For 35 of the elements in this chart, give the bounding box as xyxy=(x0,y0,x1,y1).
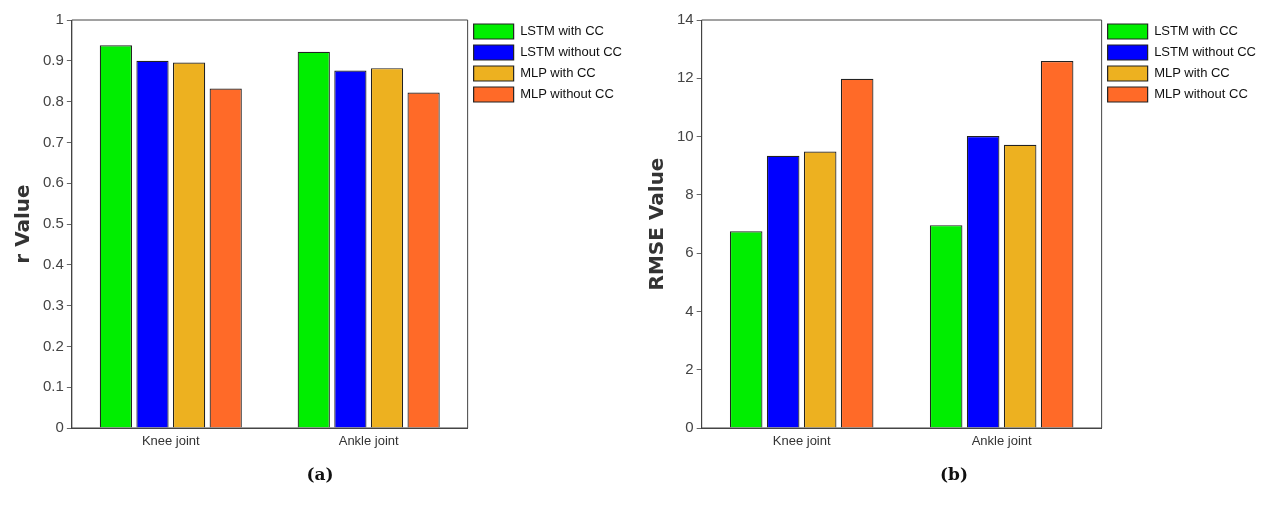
x-tick-label: Ankle joint xyxy=(338,433,400,449)
y-tick-label: 0.4 xyxy=(42,254,64,272)
x-tick-label: Knee joint xyxy=(141,433,201,449)
y-tick-label: 0.1 xyxy=(42,377,64,395)
legend-label: MLP with CC xyxy=(1154,65,1230,81)
y-tick-label: 0.7 xyxy=(42,132,64,150)
legend-label: MLP with CC xyxy=(520,65,596,81)
y-tick-label: 14 xyxy=(677,10,694,28)
x-tick-label: Knee joint xyxy=(772,433,831,449)
y-axis-title: RMSE Value xyxy=(644,157,669,291)
legend-label: LSTM without CC xyxy=(1154,44,1257,60)
y-tick-label: 6 xyxy=(685,243,694,261)
legend-label: LSTM with CC xyxy=(1154,23,1238,39)
y-tick-label: 0.5 xyxy=(42,214,64,232)
y-tick-label: 0.8 xyxy=(42,91,64,109)
text: (b) xyxy=(940,464,968,485)
y-tick-label: 0.3 xyxy=(42,295,64,313)
legend-label: LSTM with CC xyxy=(520,23,604,39)
y-axis-title: r Value xyxy=(10,184,35,264)
y-tick-label: 0.2 xyxy=(42,336,64,354)
y-tick-label: 0 xyxy=(685,418,694,436)
y-tick-label: 12 xyxy=(677,68,694,86)
y-tick-label: 2 xyxy=(685,359,694,377)
y-tick-label: 0.9 xyxy=(42,50,64,68)
y-tick-label: 8 xyxy=(685,185,694,202)
text: (a) xyxy=(306,464,334,485)
y-tick-label: 0.6 xyxy=(42,173,64,191)
y-tick-label: 1 xyxy=(55,10,64,28)
y-tick-label: 0 xyxy=(55,418,64,436)
legend-label: MLP without CC xyxy=(1154,86,1248,102)
legend-label: MLP without CC xyxy=(520,86,614,102)
y-tick-label: 4 xyxy=(685,301,694,319)
legend-label: LSTM without CC xyxy=(520,44,623,60)
x-tick-label: Ankle joint xyxy=(971,433,1033,449)
y-tick-label: 10 xyxy=(677,126,694,144)
